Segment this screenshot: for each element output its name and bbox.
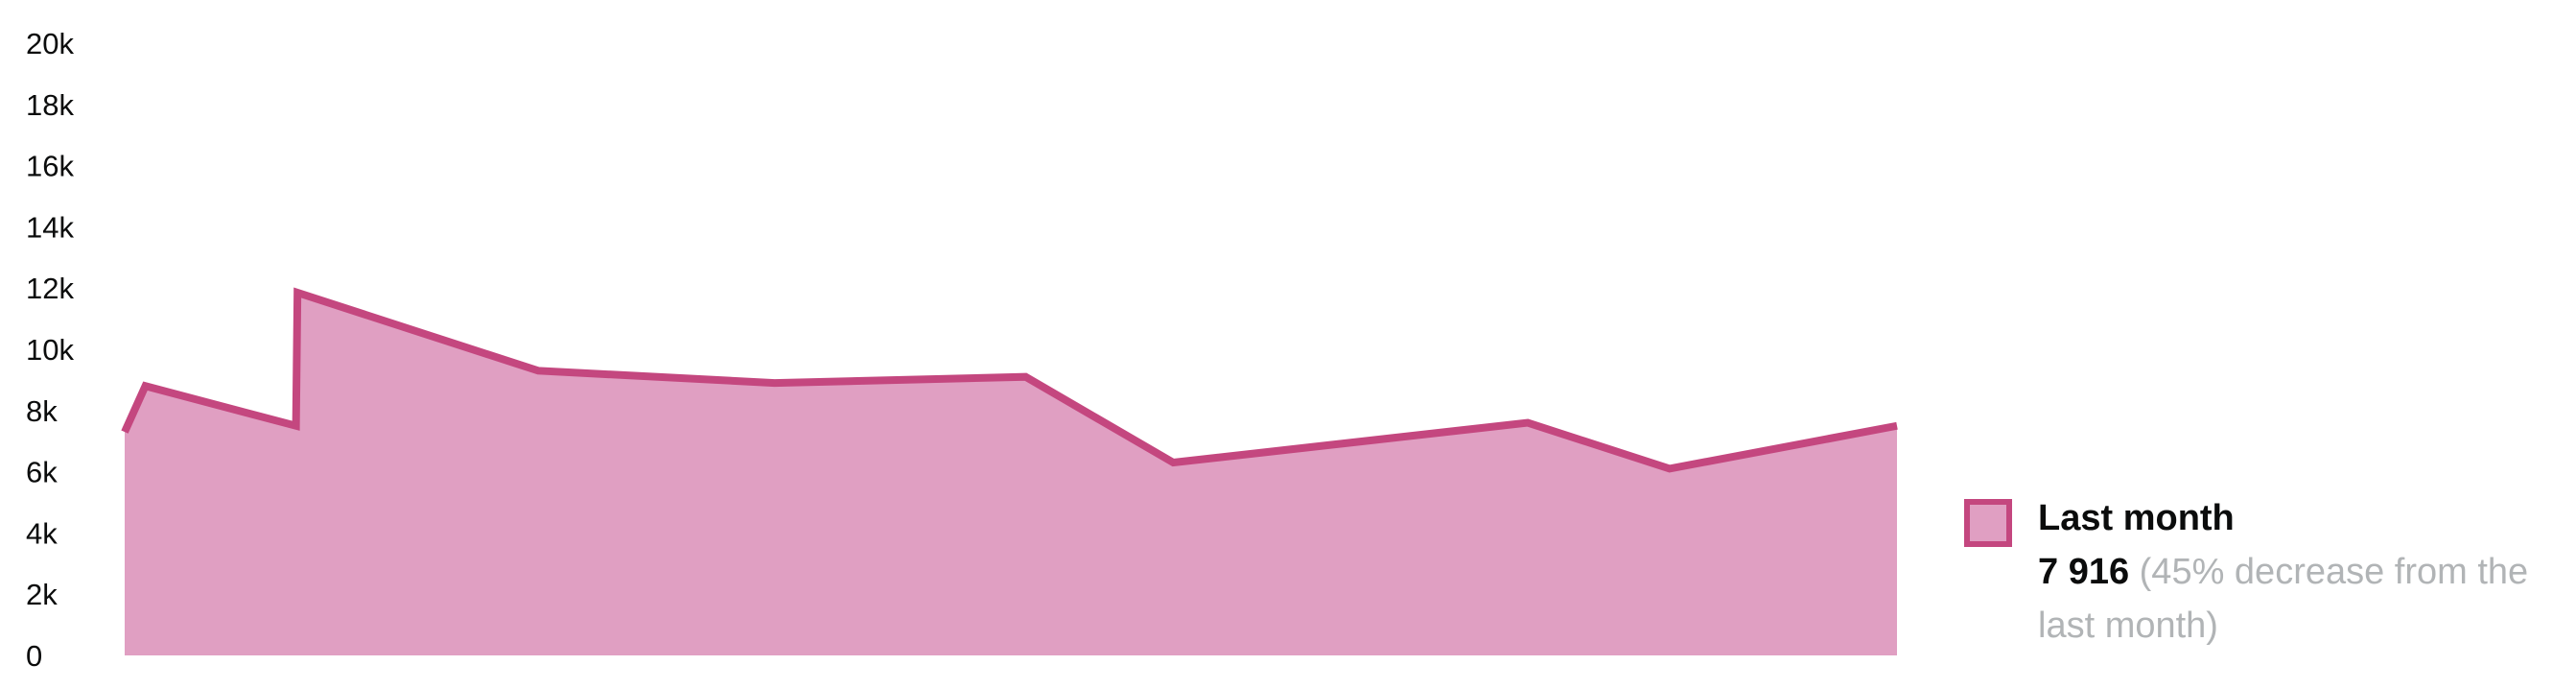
- series-line: [121, 287, 1898, 473]
- y-tick-label: 20k: [26, 27, 74, 60]
- legend-swatch: [1964, 499, 2012, 547]
- series-area: [125, 292, 1897, 655]
- y-tick-label: 2k: [26, 578, 58, 611]
- legend-change: (45% decrease from the last month): [2038, 552, 2529, 646]
- legend-value: 7 916: [2038, 552, 2130, 592]
- plot-area: [121, 287, 1898, 655]
- y-tick-label: 0: [26, 639, 42, 673]
- y-tick-label: 8k: [26, 394, 58, 428]
- y-tick-label: 10k: [26, 333, 74, 367]
- y-tick-label: 16k: [26, 150, 74, 183]
- y-tick-label: 14k: [26, 210, 74, 244]
- y-tick-label: 12k: [26, 272, 74, 305]
- legend-text: Last month 7 916 (45% decrease from the …: [2038, 491, 2568, 653]
- legend: Last month 7 916 (45% decrease from the …: [1964, 491, 2568, 653]
- legend-label: Last month: [2038, 498, 2235, 538]
- y-tick-label: 4k: [26, 516, 58, 550]
- y-tick-label: 18k: [26, 88, 74, 122]
- y-tick-label: 6k: [26, 456, 58, 489]
- y-axis: 0 2k 4k 6k 8k 10k 12k 14k 16k 18k 20k: [26, 27, 74, 673]
- legend-value-line: 7 916 (45% decrease from the last month): [2038, 545, 2568, 653]
